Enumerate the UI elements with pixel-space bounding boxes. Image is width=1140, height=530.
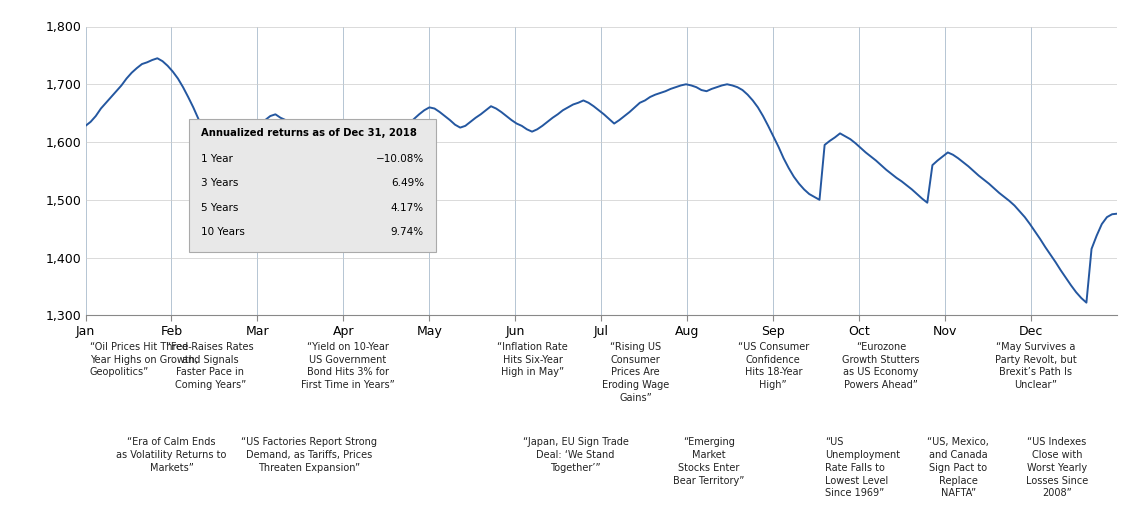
Text: “Inflation Rate
Hits Six-Year
High in May”: “Inflation Rate Hits Six-Year High in Ma…	[497, 342, 568, 377]
Text: “Yield on 10-Year
US Government
Bond Hits 3% for
First Time in Years”: “Yield on 10-Year US Government Bond Hit…	[301, 342, 394, 390]
Text: “Emerging
Market
Stocks Enter
Bear Territory”: “Emerging Market Stocks Enter Bear Terri…	[673, 437, 744, 485]
Text: “Oil Prices Hit Three-
Year Highs on Growth,
Geopolitics”: “Oil Prices Hit Three- Year Highs on Gro…	[90, 342, 198, 377]
Text: −10.08%: −10.08%	[376, 154, 424, 164]
Bar	[189, 119, 437, 252]
Text: 10 Years: 10 Years	[201, 227, 245, 237]
Text: Annualized returns as of Dec 31, 2018: Annualized returns as of Dec 31, 2018	[201, 128, 417, 138]
Text: “US Factories Report Strong
Demand, as Tariffs, Prices
Threaten Expansion”: “US Factories Report Strong Demand, as T…	[241, 437, 377, 473]
Text: “May Survives a
Party Revolt, but
Brexit’s Path Is
Unclear”: “May Survives a Party Revolt, but Brexit…	[994, 342, 1076, 390]
Text: “Fed Raises Rates
and Signals
Faster Pace in
Coming Years”: “Fed Raises Rates and Signals Faster Pac…	[166, 342, 254, 390]
Text: “US
Unemployment
Rate Falls to
Lowest Level
Since 1969”: “US Unemployment Rate Falls to Lowest Le…	[825, 437, 899, 498]
Text: 9.74%: 9.74%	[391, 227, 424, 237]
Text: “US, Mexico,
and Canada
Sign Pact to
Replace
NAFTA”: “US, Mexico, and Canada Sign Pact to Rep…	[927, 437, 990, 498]
Text: 3 Years: 3 Years	[201, 178, 238, 188]
Text: “US Indexes
Close with
Worst Yearly
Losses Since
2008”: “US Indexes Close with Worst Yearly Loss…	[1026, 437, 1089, 498]
Text: 4.17%: 4.17%	[391, 202, 424, 213]
Text: “Eurozone
Growth Stutters
as US Economy
Powers Ahead”: “Eurozone Growth Stutters as US Economy …	[842, 342, 920, 390]
Text: “Era of Calm Ends
as Volatility Returns to
Markets”: “Era of Calm Ends as Volatility Returns …	[116, 437, 227, 473]
Text: 1 Year: 1 Year	[201, 154, 233, 164]
Text: “Rising US
Consumer
Prices Are
Eroding Wage
Gains”: “Rising US Consumer Prices Are Eroding W…	[602, 342, 669, 403]
Text: 6.49%: 6.49%	[391, 178, 424, 188]
Text: “Japan, EU Sign Trade
Deal: ‘We Stand
Together’”: “Japan, EU Sign Trade Deal: ‘We Stand To…	[522, 437, 628, 473]
Text: 5 Years: 5 Years	[201, 202, 238, 213]
Text: “US Consumer
Confidence
Hits 18-Year
High”: “US Consumer Confidence Hits 18-Year Hig…	[738, 342, 809, 390]
